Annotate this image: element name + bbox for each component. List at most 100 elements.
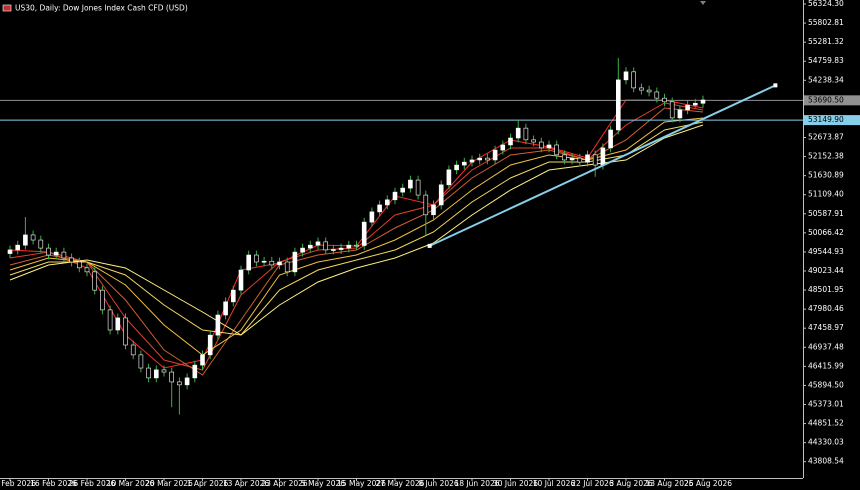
candle-body xyxy=(431,204,436,216)
candle-body xyxy=(207,334,213,356)
y-tick-label: 46415.99 xyxy=(808,361,844,370)
y-tick-label: 43808.54 xyxy=(808,457,844,466)
candle-body xyxy=(400,187,406,193)
candle-body xyxy=(546,144,552,149)
candle-body xyxy=(685,104,690,111)
y-tick-label: 54759.83 xyxy=(808,56,844,65)
y-tick-label: 51630.89 xyxy=(808,171,844,180)
candle-body xyxy=(123,317,128,346)
x-tick-label: 23 Apr 2026 xyxy=(261,479,308,488)
y-tick-label: 49023.44 xyxy=(808,266,844,275)
candle-body xyxy=(177,381,182,386)
price-label-box xyxy=(804,95,860,106)
candle-body xyxy=(69,257,74,263)
x-tick-label: 13 Aug 2026 xyxy=(645,479,693,488)
price-label: 53690.50 xyxy=(808,95,844,104)
candle-body xyxy=(354,244,359,247)
candle-body xyxy=(292,251,298,273)
x-tick-label: 18 Jun 2026 xyxy=(454,479,499,488)
candle-body xyxy=(238,269,244,291)
candle-body xyxy=(192,364,198,379)
candle-body xyxy=(600,147,606,166)
candle-body xyxy=(384,199,390,206)
candle-body xyxy=(92,271,97,291)
x-tick-label: 22 Jul 2026 xyxy=(571,479,614,488)
candle-body xyxy=(585,154,590,163)
y-tick-label: 52152.38 xyxy=(808,152,844,161)
candle-body xyxy=(523,127,529,141)
candle-body xyxy=(669,101,675,119)
price-label: 53149.90 xyxy=(808,115,844,124)
candle-body xyxy=(615,79,621,131)
candle-body xyxy=(423,194,429,216)
candle-body xyxy=(315,241,321,246)
candle-body xyxy=(346,244,352,249)
candle-body xyxy=(515,127,521,139)
candle-body xyxy=(15,244,20,251)
candle-body xyxy=(592,154,598,166)
candle-body xyxy=(623,71,629,81)
y-tick-label: 48501.95 xyxy=(808,285,844,294)
chart-title: US30, Daily: Dow Jones Index Cash CFD (U… xyxy=(15,4,188,13)
y-tick-label: 55802.81 xyxy=(808,18,844,27)
candle-body xyxy=(300,247,305,253)
flag-icon xyxy=(2,4,12,12)
candle-body xyxy=(154,369,159,379)
candle-body xyxy=(692,102,698,106)
x-tick-label: 8 Jun 2026 xyxy=(418,479,459,488)
y-tick-label: 49544.93 xyxy=(808,247,844,256)
trendline-handle xyxy=(427,243,432,248)
candle-body xyxy=(161,369,167,373)
y-tick-label: 44851.52 xyxy=(808,419,844,428)
candle-body xyxy=(454,164,459,171)
x-tick-label: 3 Aug 2026 xyxy=(609,479,652,488)
y-tick-label: 47458.97 xyxy=(808,323,844,332)
candle-body xyxy=(538,141,544,149)
candle-body xyxy=(569,157,575,161)
candle-body xyxy=(261,260,267,263)
candle-body xyxy=(446,169,452,186)
x-tick-label: 5 May 2026 xyxy=(301,479,345,488)
x-tick-label: 27 May 2026 xyxy=(376,479,425,488)
y-tick-label: 44330.03 xyxy=(808,438,844,447)
candle-body xyxy=(377,204,382,213)
candle-body xyxy=(138,354,144,369)
candle-body xyxy=(284,261,290,273)
candle-body xyxy=(61,251,67,259)
candle-body xyxy=(84,267,90,273)
candle-body xyxy=(30,234,36,241)
candle-body xyxy=(77,261,82,269)
candle-body xyxy=(215,314,221,336)
y-tick-label: 46937.48 xyxy=(808,342,844,351)
x-tick-label: 13 Apr 2026 xyxy=(223,479,270,488)
candle-body xyxy=(200,354,205,366)
candle-body xyxy=(254,254,259,263)
candle-body xyxy=(361,221,367,246)
x-tick-label: 30 Jun 2026 xyxy=(493,479,538,488)
candle-body xyxy=(392,191,398,201)
candle-body xyxy=(531,139,536,143)
y-tick-label: 47980.46 xyxy=(808,304,844,313)
candle-body xyxy=(562,154,567,161)
x-tick-label: 25 Aug 2026 xyxy=(684,479,732,488)
x-tick-label: 10 Mar 2026 xyxy=(107,479,155,488)
candle-body xyxy=(331,249,336,251)
candle-body xyxy=(469,159,475,163)
candle-body xyxy=(146,367,151,379)
y-tick-label: 45894.50 xyxy=(808,380,844,389)
x-tick-label: 20 Mar 2026 xyxy=(145,479,193,488)
candle-body xyxy=(485,157,490,161)
candle-body xyxy=(130,344,136,356)
trendline xyxy=(429,84,776,247)
candle-body xyxy=(408,179,413,189)
y-tick-label: 56324.30 xyxy=(808,0,844,8)
candle-body xyxy=(631,71,637,89)
candle-body xyxy=(700,99,706,104)
candle-body xyxy=(577,157,583,163)
candle-body xyxy=(554,144,560,156)
y-tick-label: 50066.42 xyxy=(808,228,844,237)
x-tick-label: 26 Feb 2026 xyxy=(69,479,116,488)
candle-body xyxy=(38,239,44,249)
candle-body xyxy=(646,89,652,93)
candle-body xyxy=(307,244,313,249)
